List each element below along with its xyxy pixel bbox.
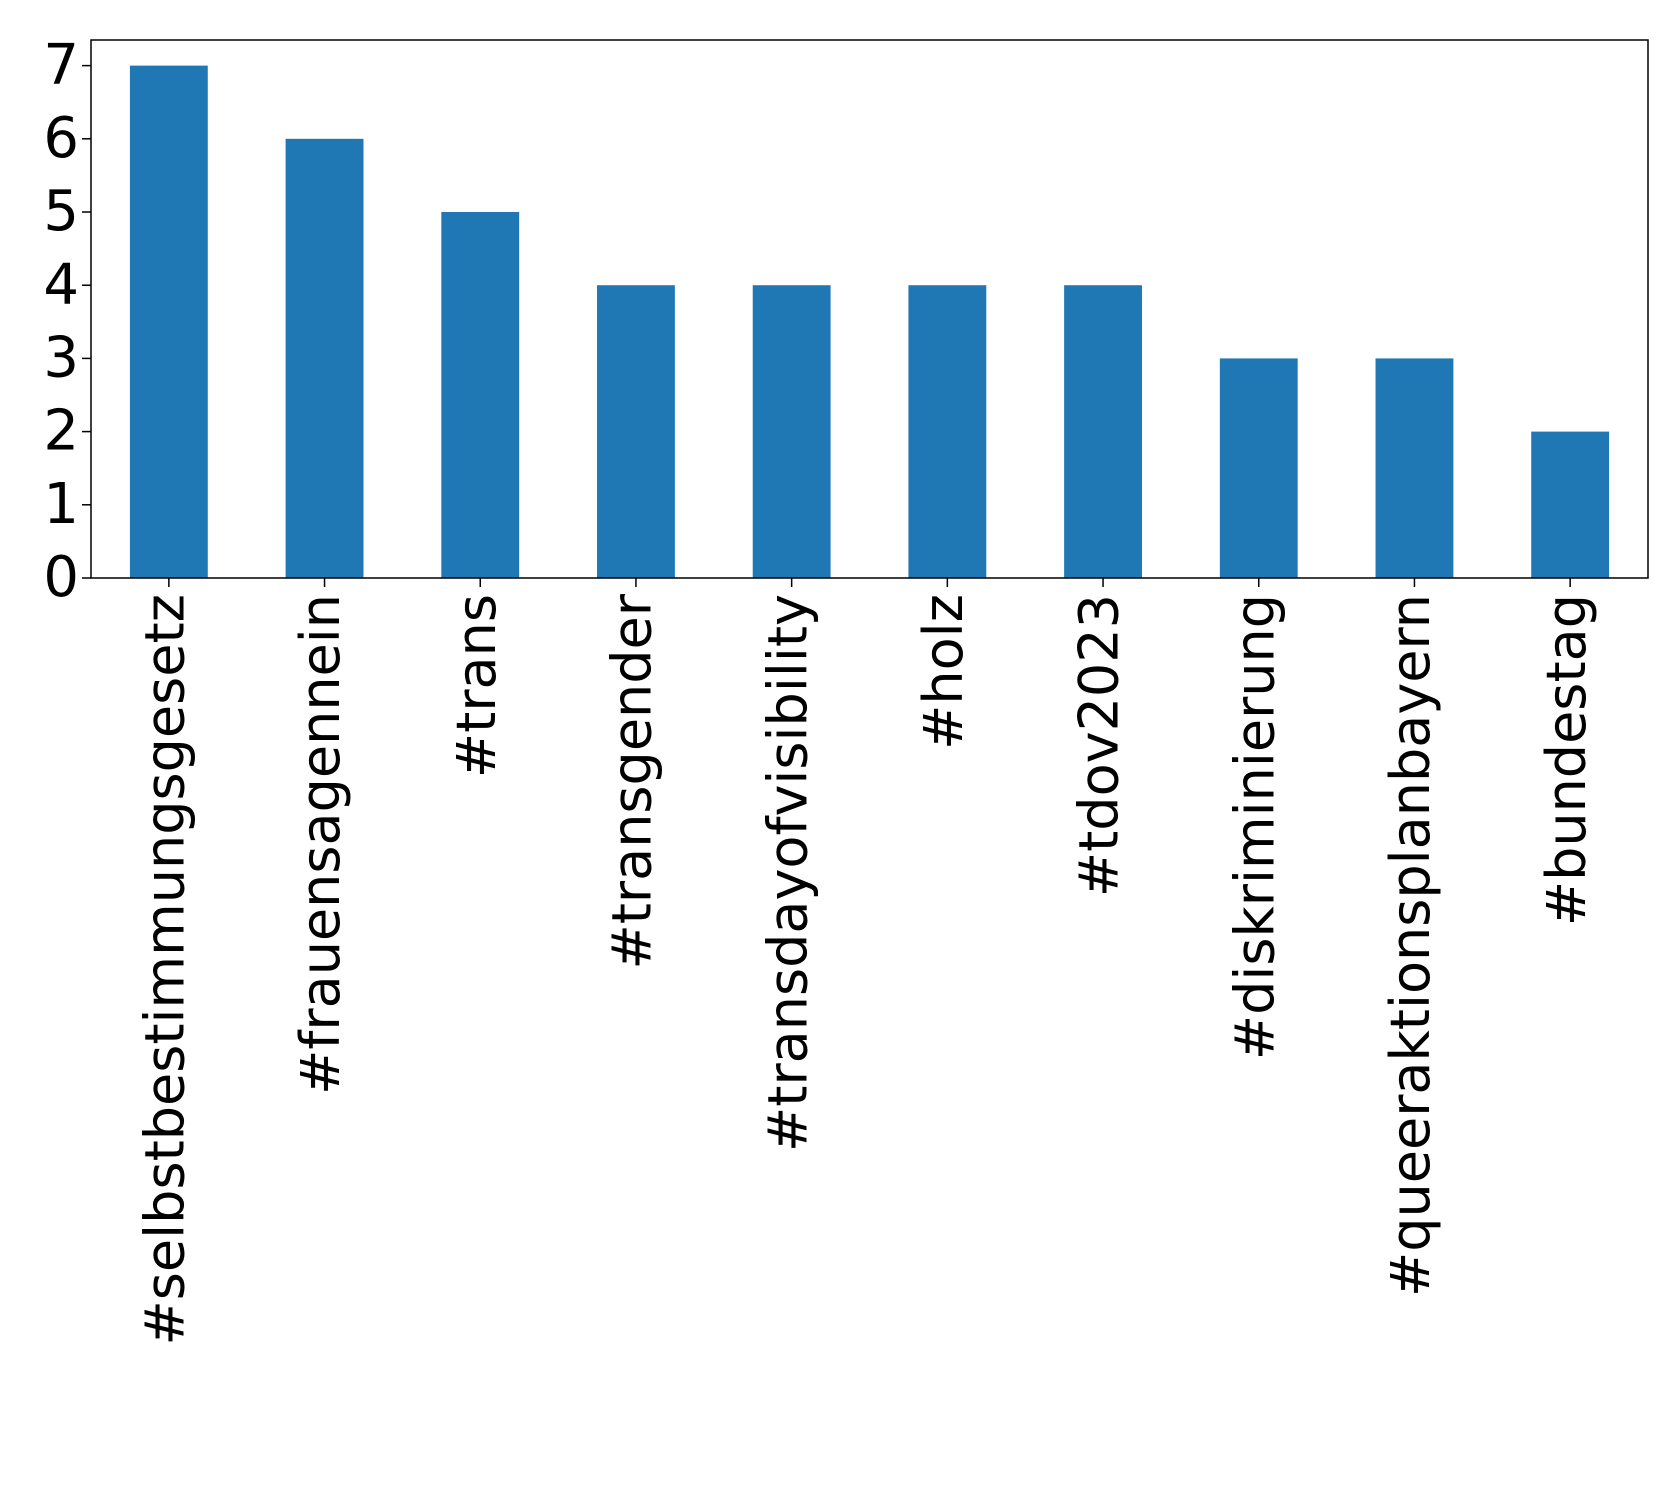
x-tick-label: #queeraktionsplanbayern	[1379, 594, 1442, 1297]
bar	[129, 65, 208, 579]
bar	[597, 285, 675, 578]
y-tick-label: 5	[43, 179, 79, 244]
x-tick-label: #trans	[445, 594, 508, 778]
x-tick-label: #bundestag	[1535, 594, 1598, 926]
bar	[1531, 431, 1610, 578]
x-tick-label: #frauensagennein	[289, 594, 352, 1095]
bar	[1375, 358, 1454, 578]
bar	[441, 212, 520, 578]
x-tick-label: #selbstbestimmungsgesetz	[133, 594, 196, 1345]
y-tick-label: 0	[43, 545, 79, 610]
x-tick-label: #diskriminierung	[1223, 594, 1286, 1060]
y-tick-label: 4	[43, 252, 79, 317]
bar	[1064, 285, 1142, 578]
y-tick-label: 7	[43, 33, 79, 98]
bar	[285, 138, 364, 578]
bar	[752, 285, 831, 578]
bar	[1219, 358, 1298, 578]
bar	[908, 285, 987, 578]
x-tick-label: #holz	[912, 594, 975, 750]
x-tick-label: #transdayofvisibility	[756, 594, 819, 1152]
y-tick-label: 3	[43, 326, 79, 391]
y-tick-label: 2	[43, 399, 79, 464]
plot-frame	[90, 39, 1649, 579]
x-tick-label: #transgender	[601, 593, 664, 969]
y-tick-label: 1	[43, 472, 79, 537]
x-tick-label: #tdov2023	[1068, 594, 1131, 897]
y-tick-label: 6	[43, 106, 79, 171]
